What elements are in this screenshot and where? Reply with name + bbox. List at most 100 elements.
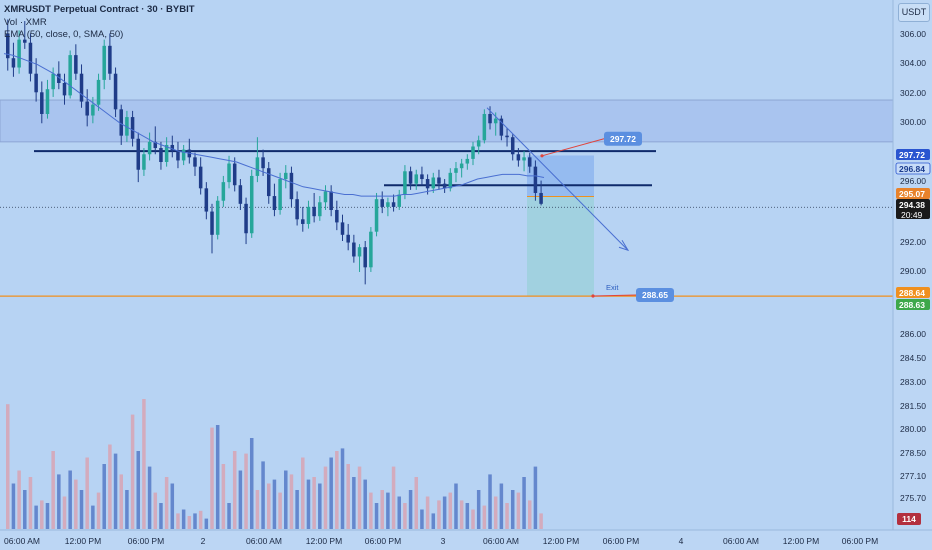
volume-bar <box>198 510 203 529</box>
time-axis-tick-label: 3 <box>441 536 446 546</box>
candle-body <box>522 157 526 161</box>
candle-body <box>74 55 78 74</box>
candle-body <box>386 202 390 207</box>
time-axis-tick-label: 06:00 AM <box>4 536 40 546</box>
volume-bar <box>147 466 152 529</box>
price-axis-tick-label: 292.00 <box>900 237 926 247</box>
price-axis-label-text: 297.72 <box>899 150 925 160</box>
candle-body <box>198 166 203 189</box>
candle-body <box>306 206 311 224</box>
volume-bar <box>210 427 214 529</box>
volume-bar <box>295 490 299 529</box>
candle-body <box>363 247 367 268</box>
currency-button[interactable]: USDT <box>898 3 930 22</box>
volume-bar <box>408 490 413 529</box>
volume-bar <box>516 492 521 529</box>
ema-line <box>3 53 545 197</box>
candle-body <box>164 144 169 162</box>
candle-body <box>533 166 538 193</box>
volume-bar <box>227 503 231 529</box>
volume-bar <box>159 503 163 529</box>
candle-body <box>6 33 10 59</box>
volume-bar <box>391 466 396 529</box>
volume-bar <box>454 483 458 529</box>
resistance-zone <box>0 99 894 143</box>
volume-bar <box>62 496 67 529</box>
candle-body <box>244 203 248 234</box>
volume-bar <box>74 479 78 529</box>
candle-body <box>91 104 95 116</box>
price-axis-tick-label: 286.00 <box>900 329 926 339</box>
candle-body <box>516 154 521 161</box>
candle-body <box>255 157 260 176</box>
countdown-label-text: 20:49 <box>901 210 923 220</box>
price-axis-label-text: 294.38 <box>899 200 925 210</box>
volume-badge-text: 114 <box>902 514 916 524</box>
time-axis-tick-label: 2 <box>201 536 206 546</box>
candle-body <box>96 79 101 105</box>
volume-bar <box>476 490 481 529</box>
candle-body <box>266 168 271 197</box>
volume-bar <box>425 496 430 529</box>
candle-body <box>221 182 226 201</box>
candle-body <box>442 183 447 189</box>
candle-body <box>210 211 214 235</box>
candle-body <box>352 242 356 257</box>
volume-bar <box>420 509 424 529</box>
candle-body <box>249 175 254 234</box>
time-axis-tick-label: 06:00 AM <box>246 536 282 546</box>
candle-body <box>170 144 175 152</box>
volume-bar <box>130 414 135 529</box>
volume-bar <box>244 453 248 529</box>
volume-bar <box>397 496 402 529</box>
price-axis-tick-label: 280.00 <box>900 424 926 434</box>
time-axis-tick-label: 06:00 PM <box>365 536 401 546</box>
volume-bar <box>125 490 129 529</box>
price-axis-label <box>896 287 930 298</box>
candle-body <box>505 135 509 138</box>
volume-bar <box>527 500 532 529</box>
ema-indicator-label[interactable]: EMA (50, close, 0, SMA, 50) <box>4 29 124 40</box>
volume-bar <box>510 490 515 529</box>
volume-bar <box>329 457 333 529</box>
volume-bar <box>352 477 356 529</box>
candle-body <box>391 202 396 207</box>
candle-body <box>493 118 498 124</box>
candle-body <box>301 219 305 224</box>
candle-body <box>147 141 152 155</box>
volume-bar <box>6 404 10 529</box>
volume-bar <box>57 474 61 529</box>
price-axis-tick-label: 290.00 <box>900 266 926 276</box>
candle-body <box>17 39 21 68</box>
price-axis-tick-label: 306.00 <box>900 29 926 39</box>
candle-body <box>136 138 141 170</box>
volume-bar <box>448 492 453 529</box>
candle-body <box>459 163 464 169</box>
entry-callout-box <box>604 131 642 146</box>
volume-bar <box>102 464 106 529</box>
time-axis-tick-label: 06:00 PM <box>128 536 164 546</box>
price-axis-label <box>896 199 930 219</box>
price-axis-label-text: 288.63 <box>899 300 925 310</box>
price-axis-label-text: 296.84 <box>899 164 925 174</box>
chart-legend: XMRUSDT Perpetual Contract · 30 · BYBIT … <box>4 4 195 42</box>
exit-callout-box <box>636 287 674 302</box>
volume-bar <box>170 483 175 529</box>
candle-body <box>261 157 265 169</box>
volume-indicator-label[interactable]: Vol · XMR <box>4 16 47 28</box>
price-axis-tick-label: 302.00 <box>900 88 926 98</box>
symbol-title[interactable]: XMRUSDT Perpetual Contract · 30 · BYBIT <box>4 4 195 15</box>
volume-bar <box>539 513 543 529</box>
volume-bar <box>17 470 21 529</box>
time-axis-tick-label: 06:00 PM <box>842 536 878 546</box>
volume-bar <box>68 470 72 529</box>
candle-body <box>431 177 436 189</box>
candle-body <box>102 45 106 80</box>
volume-bar <box>323 466 328 529</box>
candle-body <box>204 188 209 212</box>
volume-bar <box>45 503 50 529</box>
candle-body <box>227 163 231 183</box>
time-axis-tick-label: 12:00 PM <box>65 536 101 546</box>
